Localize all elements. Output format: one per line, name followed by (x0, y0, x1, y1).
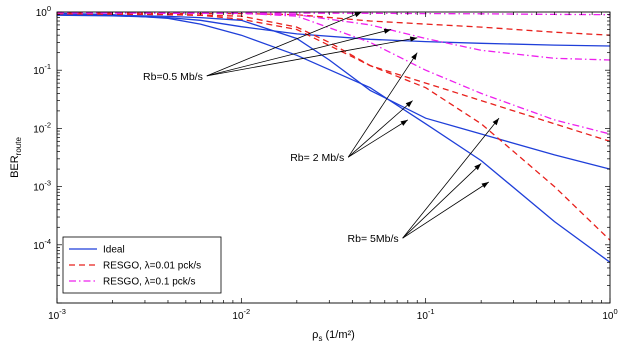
annotation-arrow-line (206, 11, 362, 77)
annotation-arrowhead (492, 118, 500, 126)
label-layer: 10-3 10-2 10-1 100 100 10-1 10-2 10-3 10-4 ρs (1/… (9, 4, 618, 343)
x-tick-label: 100 (602, 307, 617, 322)
series-line-resgo001-rb-2 (56, 13, 611, 142)
series-line-resgo001-rb-5 (56, 12, 611, 241)
annotation-arrowhead (405, 100, 413, 108)
plot-frame (56, 11, 611, 304)
series-line-ideal-rb-5 (56, 12, 611, 263)
y-tick-label: 10-1 (33, 62, 51, 77)
x-tick-label: 10-3 (48, 307, 66, 322)
annotation-label: Rb= 2 Mb/s (290, 152, 344, 164)
legend-label: RESGO, λ=0.01 pck/s (103, 261, 201, 272)
x-tick-label: 10-1 (417, 307, 435, 322)
series-line-resgo01-rb-5 (56, 11, 611, 135)
annotation-label: Rb= 5Mb/s (348, 233, 399, 245)
annotation-arrow-line (402, 163, 482, 239)
y-tick-label: 10-3 (33, 179, 51, 194)
annotation-arrow-line (206, 29, 392, 77)
annotation-arrow-line (402, 117, 500, 239)
annotation-arrow-line (347, 52, 418, 158)
annotation-arrowhead (400, 119, 408, 126)
y-tick-label: 10-4 (33, 237, 51, 252)
annotation-label: Rb=0.5 Mb/s (143, 71, 203, 83)
annotation-arrow-line (402, 181, 490, 239)
legend: Ideal RESGO, λ=0.01 pck/s RESGO, λ=0.1 pck… (62, 236, 222, 294)
annotation-arrow-line (206, 37, 418, 77)
legend-label: RESGO, λ=0.1 pck/s (103, 277, 196, 288)
annotation-arrowhead (409, 36, 418, 42)
y-tick-label: 10-2 (33, 120, 51, 135)
legend-label: Ideal (103, 245, 125, 256)
annotation-arrowhead (411, 52, 418, 60)
annotation-arrowhead (383, 28, 392, 34)
y-tick-label: 100 (36, 4, 51, 19)
tick-layer (56, 11, 611, 304)
annotation-arrow-line (347, 119, 409, 158)
annotation-arrowhead (481, 181, 489, 188)
annotation-arrow-line (347, 100, 413, 158)
annotation-arrowhead (474, 163, 482, 171)
y-axis-label: BERroute (9, 137, 23, 178)
x-tick-label: 10-2 (232, 307, 250, 322)
annotation-arrowhead (354, 12, 362, 18)
x-axis-label: ρs (1/m²) (312, 329, 355, 343)
annotation-layer: Rb=0.5 Mb/s Rb= 2 Mb/s Rb= 5Mb/s (143, 11, 500, 245)
